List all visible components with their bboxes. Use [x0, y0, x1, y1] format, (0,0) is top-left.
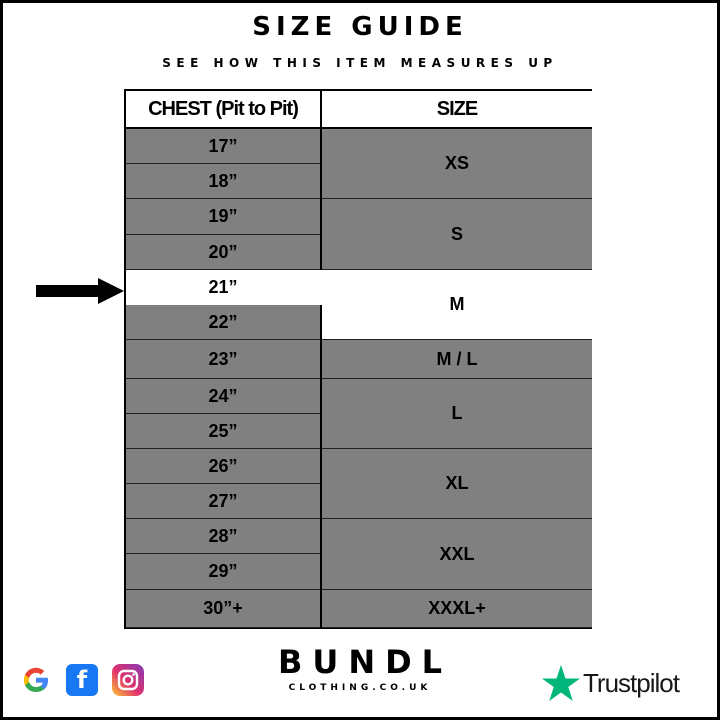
size-cell: S [322, 199, 592, 270]
size-cell: XS [322, 129, 592, 199]
instagram-icon[interactable] [112, 664, 144, 696]
chest-cell: 24” [126, 379, 320, 414]
size-cell: XXXL+ [322, 590, 592, 628]
trustpilot-logo[interactable]: Trustpilot [542, 665, 680, 701]
page-subtitle: SEE HOW THIS ITEM MEASURES UP [162, 56, 558, 70]
size-table: CHEST (Pit to Pit) SIZE 17” 18” 19” 20” 21” 2… [124, 89, 592, 629]
arrow-right-icon [36, 278, 124, 304]
size-cell: M / L [322, 340, 592, 379]
column-divider [320, 379, 322, 449]
column-divider [320, 449, 322, 519]
chest-cell: 18” [126, 164, 320, 199]
chest-cell: 22” [126, 305, 320, 340]
column-divider [320, 129, 322, 199]
chest-cell: 21” [126, 270, 320, 305]
chest-cell: 25” [126, 414, 320, 449]
chest-cell: 27” [126, 484, 320, 519]
chest-cell: 23” [126, 340, 320, 379]
chest-cell: 30”+ [126, 590, 320, 628]
chest-cell: 29” [126, 554, 320, 590]
trustpilot-text: Trustpilot [583, 667, 680, 698]
chest-cell: 17” [126, 129, 320, 164]
column-divider [320, 340, 322, 379]
facebook-icon[interactable]: f [66, 664, 98, 696]
chest-cell: 26” [126, 449, 320, 484]
column-divider [320, 199, 322, 270]
column-divider [320, 91, 322, 129]
brand-logo: BUNDL CLOTHING.CO.UK [250, 644, 470, 694]
size-cell: XL [322, 449, 592, 519]
chest-cell: 20” [126, 235, 320, 270]
column-divider [320, 305, 322, 340]
size-cell: XXL [322, 519, 592, 590]
brand-name: BUNDL [277, 643, 453, 681]
header-size: SIZE [322, 91, 592, 129]
page-title: SIZE GUIDE [252, 12, 468, 42]
chest-cell: 19” [126, 199, 320, 235]
social-icons: f [20, 664, 144, 696]
column-divider [320, 519, 322, 590]
star-icon [542, 665, 580, 701]
google-icon[interactable] [20, 664, 52, 696]
size-cell: L [322, 379, 592, 449]
brand-domain: CLOTHING.CO.UK [288, 683, 432, 693]
highlight-fill [320, 270, 322, 305]
chest-cell: 28” [126, 519, 320, 554]
header-chest: CHEST (Pit to Pit) [126, 91, 320, 129]
size-cell: M [322, 270, 592, 340]
column-divider [320, 590, 322, 628]
